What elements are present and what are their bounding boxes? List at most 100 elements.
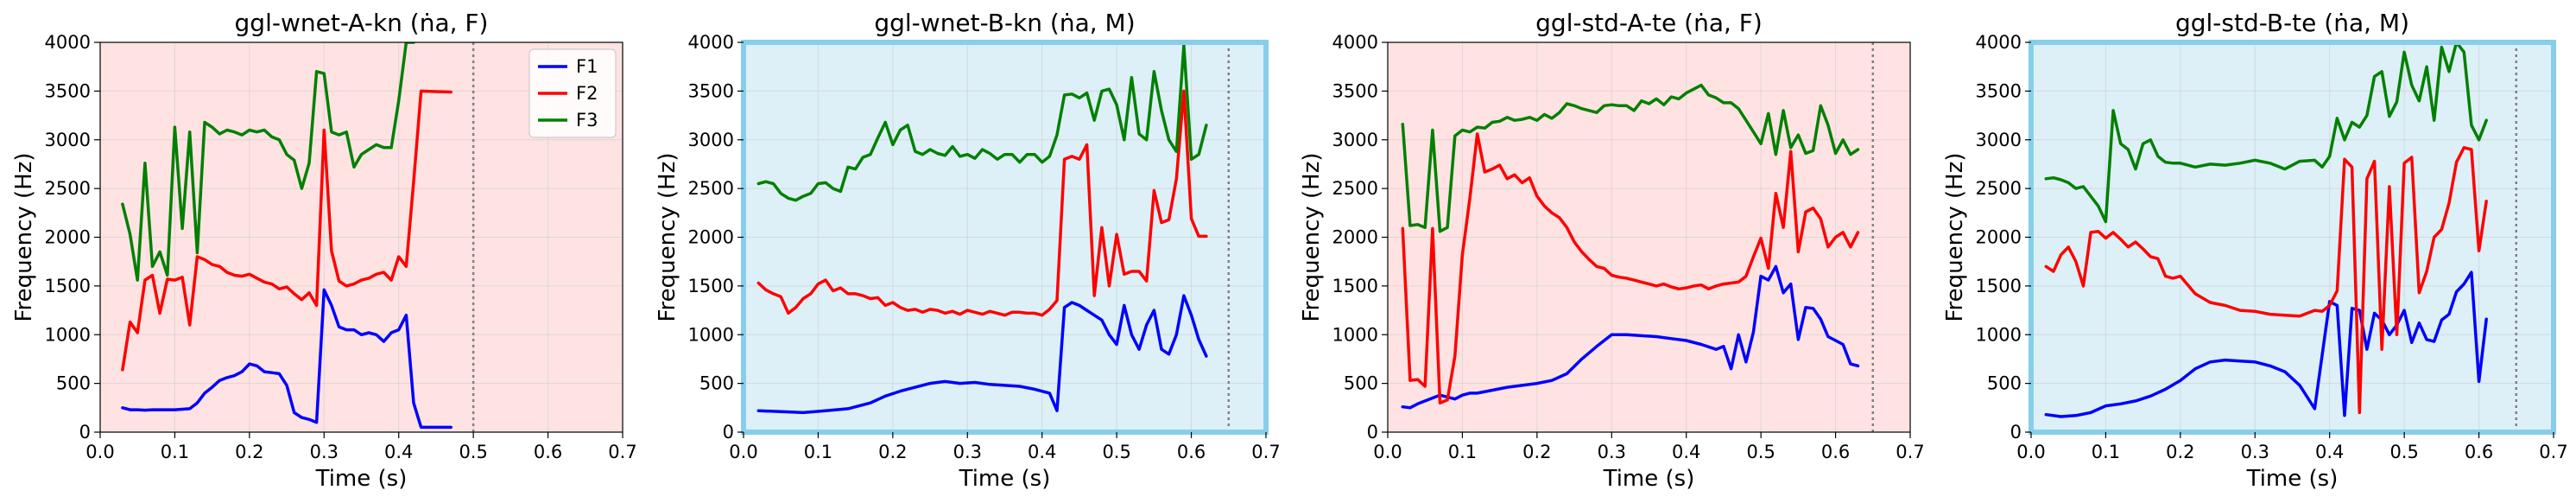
chart-title: ggl-wnet-A-kn (ṅa, F) <box>235 9 489 37</box>
y-tick-label: 3000 <box>1976 130 2022 150</box>
x-tick-label: 0.7 <box>608 442 636 462</box>
chart-title: ggl-std-A-te (ṅa, F) <box>1535 9 1763 37</box>
y-tick-label: 2500 <box>1332 178 1378 199</box>
series-line-f2 <box>121 89 453 372</box>
x-tick-label: 0.4 <box>1028 442 1056 462</box>
y-tick-label: 1000 <box>688 324 734 345</box>
series-line-f3 <box>1401 83 1860 233</box>
x-tick-label: 0.5 <box>1746 442 1775 462</box>
x-tick-label: 0.0 <box>1373 442 1402 462</box>
x-tick-label: 0.7 <box>1896 442 1924 462</box>
y-tick-label: 500 <box>1344 373 1378 394</box>
y-axis-label: Frequency (Hz) <box>1942 152 1968 322</box>
series-line-f2 <box>1401 132 1860 404</box>
x-axis-label: Time (s) <box>315 466 408 492</box>
x-tick-label: 0.1 <box>1448 442 1477 462</box>
y-tick-label: 3000 <box>45 130 91 150</box>
legend: F1 F2 F3 <box>528 48 617 138</box>
y-tick-label: 1500 <box>688 276 734 296</box>
series-line-f1 <box>756 294 1208 415</box>
x-tick-label: 0.3 <box>2241 442 2269 462</box>
legend-box <box>528 48 617 138</box>
y-tick-label: 3500 <box>1976 80 2022 101</box>
x-tick-label: 0.1 <box>2092 442 2120 462</box>
x-tick-label: 0.2 <box>878 442 907 462</box>
x-axis-label: Time (s) <box>959 466 1051 492</box>
x-tick-label: 0.5 <box>2389 442 2418 462</box>
y-tick-label: 2500 <box>688 178 734 199</box>
y-tick-label: 1500 <box>1332 276 1378 296</box>
y-axis-label: Frequency (Hz) <box>655 152 680 322</box>
series-group <box>1401 83 1860 410</box>
y-tick-label: 500 <box>1987 373 2022 394</box>
x-tick-label: 0.6 <box>2465 442 2493 462</box>
x-tick-label: 0.4 <box>2315 442 2344 462</box>
y-tick-label: 0 <box>1367 422 1378 443</box>
series-line-f1 <box>2044 271 2488 418</box>
y-tick-label: 1000 <box>1332 324 1378 345</box>
x-tick-label: 0.3 <box>1598 442 1626 462</box>
x-tick-label: 0.4 <box>384 442 413 462</box>
y-tick-label: 2000 <box>1332 227 1378 248</box>
y-tick-label: 1000 <box>45 324 91 345</box>
x-tick-label: 0.6 <box>534 442 562 462</box>
chart-panel-1: 0.0 0.1 0.2 0.3 0.4 0.5 0.6 0.7 0 500 1000 1500 2000… <box>11 9 637 492</box>
x-tick-label: 0.6 <box>1821 442 1850 462</box>
x-tick-label: 0.5 <box>459 442 487 462</box>
x-tick-label: 0.6 <box>1177 442 1206 462</box>
chart-panel-3: 0.0 0.1 0.2 0.3 0.4 0.5 0.6 0.7 0 500 1000 1500 2000… <box>1299 9 1925 492</box>
y-tick-label: 4000 <box>688 32 734 53</box>
y-tick-label: 1500 <box>1976 276 2022 296</box>
y-tick-label: 2000 <box>45 227 91 248</box>
x-tick-label: 0.3 <box>953 442 982 462</box>
legend-label-f1: F1 <box>576 56 598 77</box>
x-tick-label: 0.5 <box>1102 442 1130 462</box>
x-tick-label: 0.2 <box>235 442 263 462</box>
chart-panel-4: 0.0 0.1 0.2 0.3 0.4 0.5 0.6 0.7 0 500 1000 1500 2000… <box>1942 9 2568 492</box>
y-tick-label: 3000 <box>1332 130 1378 150</box>
series-group <box>121 42 453 430</box>
y-tick-label: 0 <box>2010 422 2022 443</box>
chart-title: ggl-wnet-B-kn (ṅa, M) <box>874 9 1135 37</box>
chart-panel-2: 0.0 0.1 0.2 0.3 0.4 0.5 0.6 0.7 0 500 1000 1500 2000… <box>655 9 1281 492</box>
x-tick-label: 0.2 <box>2166 442 2194 462</box>
y-tick-label: 4000 <box>1976 32 2022 53</box>
series-line-f3 <box>756 43 1208 202</box>
y-tick-label: 500 <box>56 373 91 394</box>
series-group <box>2044 42 2488 418</box>
y-tick-label: 1500 <box>45 276 91 296</box>
x-tick-label: 0.1 <box>161 442 189 462</box>
series-line-f3 <box>121 42 415 282</box>
y-axis-label: Frequency (Hz) <box>11 152 37 322</box>
x-tick-label: 0.4 <box>1672 442 1700 462</box>
series-line-f2 <box>756 89 1208 317</box>
x-tick-label: 0.0 <box>85 442 114 462</box>
x-tick-label: 0.7 <box>2539 442 2567 462</box>
x-tick-label: 0.7 <box>1251 442 1280 462</box>
x-tick-label: 0.1 <box>804 442 832 462</box>
y-tick-label: 500 <box>699 373 734 394</box>
y-tick-label: 2500 <box>45 178 91 199</box>
x-axis-label: Time (s) <box>1603 466 1695 492</box>
series-line-f1 <box>1401 264 1860 410</box>
x-tick-label: 0.0 <box>729 442 757 462</box>
series-line-f2 <box>2044 146 2488 415</box>
y-tick-label: 3500 <box>45 80 91 101</box>
y-tick-label: 0 <box>79 422 91 443</box>
y-tick-label: 3000 <box>688 130 734 150</box>
y-tick-label: 0 <box>723 422 734 443</box>
chart-title: ggl-std-B-te (ṅa, M) <box>2175 9 2409 37</box>
y-axis-label: Frequency (Hz) <box>1299 152 1325 322</box>
y-tick-label: 3500 <box>1332 80 1378 101</box>
x-axis-label: Time (s) <box>2246 466 2339 492</box>
x-tick-label: 0.0 <box>2016 442 2045 462</box>
legend-label-f3: F3 <box>576 110 598 131</box>
y-tick-label: 3500 <box>688 80 734 101</box>
y-tick-label: 4000 <box>45 32 91 53</box>
y-tick-label: 2000 <box>1976 227 2022 248</box>
y-tick-label: 1000 <box>1976 324 2022 345</box>
legend-label-f2: F2 <box>576 83 598 104</box>
x-tick-label: 0.3 <box>310 442 339 462</box>
y-tick-label: 2000 <box>688 227 734 248</box>
